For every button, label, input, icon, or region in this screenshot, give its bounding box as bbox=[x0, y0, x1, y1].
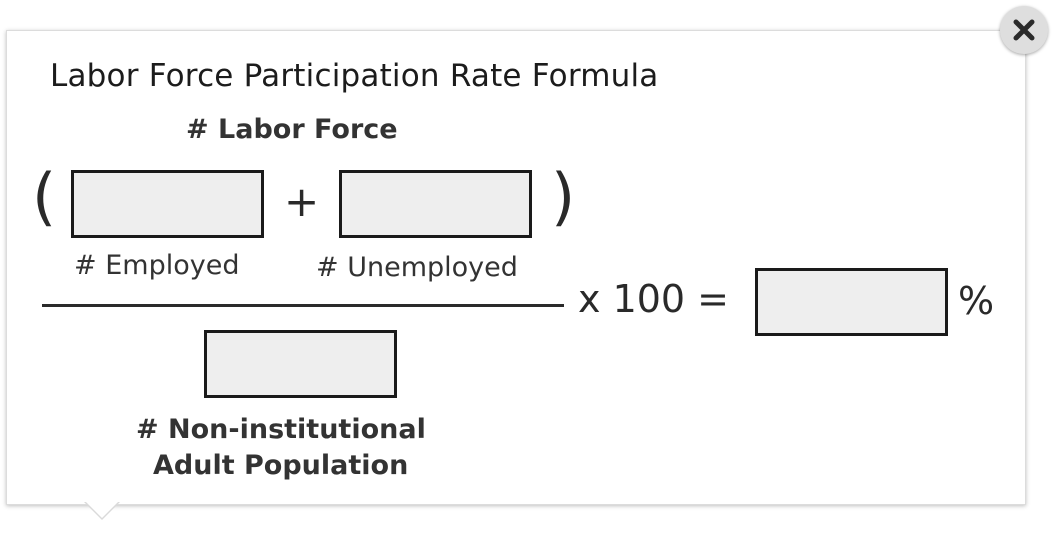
close-icon bbox=[1013, 19, 1035, 41]
unemployed-input[interactable] bbox=[339, 170, 532, 238]
formula-popup bbox=[6, 30, 1026, 505]
plus-sign: + bbox=[284, 177, 320, 226]
population-input[interactable] bbox=[204, 330, 397, 398]
multiplier-text: x 100 = bbox=[578, 277, 730, 321]
unemployed-label: # Unemployed bbox=[316, 252, 518, 283]
popup-pointer-inner bbox=[86, 502, 118, 518]
employed-input[interactable] bbox=[71, 170, 264, 238]
left-parenthesis: ( bbox=[32, 160, 57, 233]
percent-sign: % bbox=[958, 279, 995, 323]
result-input[interactable] bbox=[755, 268, 948, 336]
population-label-line1: # Non-institutional bbox=[136, 414, 426, 445]
right-parenthesis: ) bbox=[551, 160, 576, 233]
popup-title: Labor Force Participation Rate Formula bbox=[50, 58, 659, 94]
close-button[interactable] bbox=[1000, 6, 1048, 54]
labor-force-label: # Labor Force bbox=[186, 114, 398, 145]
fraction-bar bbox=[42, 304, 564, 307]
employed-label: # Employed bbox=[74, 250, 240, 281]
population-label-line2: Adult Population bbox=[153, 450, 409, 481]
